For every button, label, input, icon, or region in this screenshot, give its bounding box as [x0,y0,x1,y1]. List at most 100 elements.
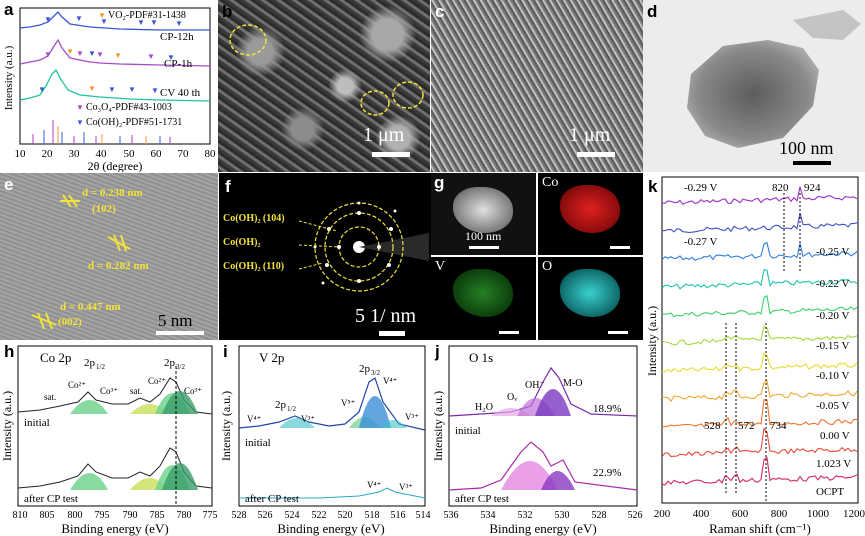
svg-text:▼: ▼ [96,50,104,59]
hrtem-d1: d = 0.238 nm [82,187,143,199]
scale-label-b: 1 μm [363,124,405,146]
svg-text:795: 795 [95,510,110,521]
svg-text:820: 820 [772,182,789,194]
svg-text:Co²⁺: Co²⁺ [68,380,86,390]
co2p-initial: initial [24,417,50,429]
saed-ring-110: Co(OH)₂ (110) [223,261,285,272]
svg-text:▼: ▼ [114,51,122,60]
svg-text:-0.29 V: -0.29 V [684,182,717,194]
panel-label-i: i [223,342,228,361]
svg-text:20: 20 [42,148,54,160]
svg-text:▼: ▼ [76,103,84,112]
xrd-xlabel: 2θ (degree) [88,159,143,172]
svg-text:734: 734 [770,420,787,432]
svg-text:sat.: sat. [44,392,56,402]
svg-text:3/2: 3/2 [371,369,380,377]
svg-text:▼: ▼ [128,85,136,94]
svg-text:924: 924 [804,182,821,194]
raman-curve-5 [661,325,858,346]
raman-curve-1 [661,213,858,234]
svg-text:Co³⁺: Co³⁺ [184,386,202,396]
svg-text:▼: ▼ [38,85,46,94]
svg-text:1/2: 1/2 [287,405,296,413]
svg-text:V⁴⁺: V⁴⁺ [367,480,382,490]
svg-text:780: 780 [177,510,192,521]
panel-j-o1s: 536 534 532 530 528 526 Binding energy (… [431,342,643,536]
panel-k-raman: 200 400 600 800 1000 1200 Raman shift (c… [644,173,865,536]
svg-text:▼: ▼ [98,11,106,20]
o1s-pct-initial: 18.9% [593,403,621,415]
svg-text:▼: ▼ [88,49,96,58]
svg-text:▼: ▼ [150,18,158,27]
tem-nanosheet [687,10,861,148]
xrd-ylabel: Intensity (a.u.) [3,45,15,110]
svg-text:sat.: sat. [130,386,142,396]
panel-h-co2p: 810 805 800 795 790 785 780 775 Binding … [0,342,218,536]
raman-curve-10 [661,456,858,486]
svg-text:▼: ▼ [44,15,52,24]
svg-text:528: 528 [232,510,247,521]
scale-bar-b [372,152,410,157]
eds-map-v: V [431,257,536,340]
o1s-initial: initial [455,425,481,437]
xrd-legend-vo2: VO₂-PDF#31-1438 [108,10,186,21]
panel-i-v2p: 528 526 524 522 520 518 516 514 Binding … [219,342,431,536]
svg-text:528: 528 [592,510,607,521]
hrtem-annotations [31,194,131,330]
eds-label-co: Co [542,175,559,190]
svg-text:530: 530 [555,510,570,521]
svg-text:▼: ▼ [75,14,83,23]
scale-label-f: 5 1/ nm [355,305,417,327]
sem-b-highlights [229,24,424,116]
svg-text:2p: 2p [359,363,371,375]
svg-text:40: 40 [96,148,108,160]
eds-map-o: O [538,257,643,340]
o1s-pct-after: 22.9% [593,467,621,479]
raman-chart: 200 400 600 800 1000 1200 Raman shift (c… [645,176,865,536]
v2p-xlabel: Binding energy (eV) [277,521,384,536]
v2p-ylabel: Intensity (a.u.) [219,391,233,461]
xrd-label-cp1: CP-1h [164,58,193,70]
svg-text:60: 60 [151,148,163,160]
v2p-chart: 528 526 524 522 520 518 516 514 Binding … [219,345,431,536]
panel-label-f: f [225,177,231,196]
raman-curve-9 [661,427,858,458]
co2p-xlabel: Binding energy (eV) [61,521,168,536]
eds-map-co: Co [538,173,643,255]
svg-text:M-O: M-O [563,378,582,389]
saed-pattern [298,201,429,292]
panel-label-k: k [648,177,658,196]
scale-bar-c [577,152,615,157]
hrtem-h1: (102) [92,203,116,215]
co2p-ylabel: Intensity (a.u.) [0,391,14,461]
o1s-title: O 1s [469,350,493,365]
svg-text:810: 810 [13,510,28,521]
svg-text:3/2: 3/2 [176,363,185,371]
svg-text:▼: ▼ [44,50,52,59]
svg-text:800: 800 [68,510,83,521]
svg-text:400: 400 [693,508,710,520]
svg-text:▼: ▼ [137,18,145,27]
v2p-after: after CP test [245,493,299,505]
raman-curve-0 [661,186,858,206]
svg-text:536: 536 [444,510,459,521]
svg-text:OH⁻: OH⁻ [525,380,545,391]
svg-text:-0.22 V: -0.22 V [816,278,849,290]
svg-text:-0.25 V: -0.25 V [816,246,849,258]
svg-text:775: 775 [203,510,218,521]
svg-text:V⁵⁺: V⁵⁺ [341,398,356,408]
hrtem-d3: d = 0.447 nm [60,301,121,313]
hrtem-h3: (002) [58,316,82,328]
svg-text:V³⁺: V³⁺ [405,412,419,422]
svg-text:▼: ▼ [151,86,159,95]
svg-text:▼: ▼ [175,19,183,28]
eds-label-v: V [435,259,446,274]
saed-ring-104: Co(OH)₂ (104) [223,213,285,224]
xrd-markers: ▼ ▼ ▼ ▼ ▼ ▼ ▼ ▼ ▼ ▼ ▼ ▼ ▼ ▼ ▼ ▼ ▼ ▼ ▼ [38,14,183,95]
panel-label-h: h [4,342,15,361]
svg-text:1/2: 1/2 [96,363,105,371]
panel-label-e: e [4,175,14,194]
svg-text:0.00 V: 0.00 V [820,430,850,442]
scale-bar-e [156,331,204,335]
svg-text:Co³⁺: Co³⁺ [100,386,118,396]
